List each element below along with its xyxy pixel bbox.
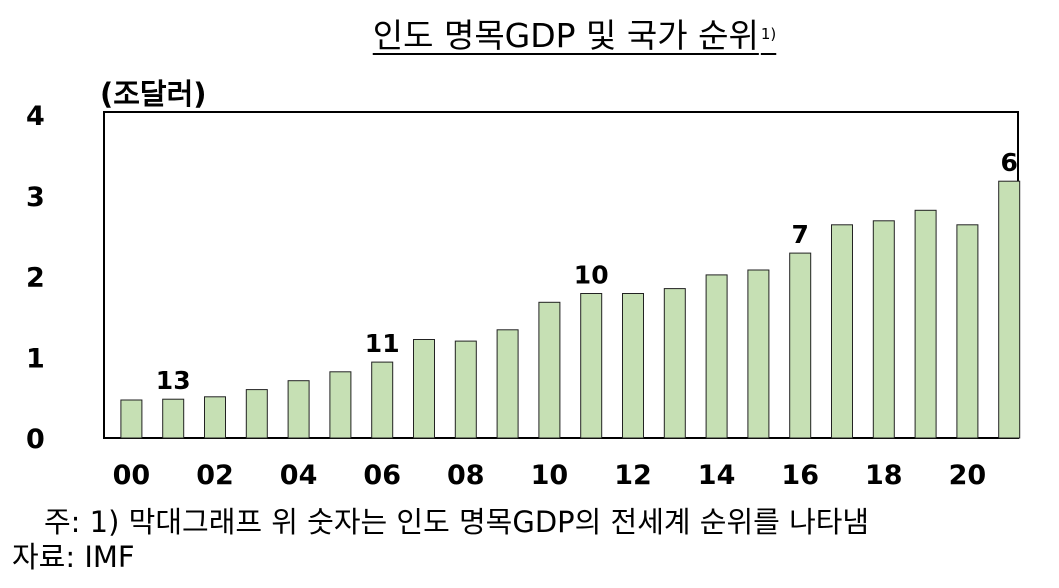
bar xyxy=(371,361,394,439)
bar xyxy=(956,224,979,439)
bar xyxy=(204,396,226,439)
bars-group xyxy=(120,180,1021,439)
bar xyxy=(413,339,435,439)
rank-data-label: 10 xyxy=(574,261,609,290)
labels-group: 00 02 04 06 08 10 12 14 16 18 20 13 11 10 7 6 xyxy=(113,148,1018,491)
bar xyxy=(120,399,143,439)
x-tick-label: 10 xyxy=(531,460,569,491)
bar xyxy=(998,180,1021,439)
bar xyxy=(496,329,519,439)
bar xyxy=(747,269,770,439)
title-footnote-mark: 1) xyxy=(760,25,777,43)
x-tick-label: 16 xyxy=(781,460,819,491)
source-note: 자료: IMF xyxy=(12,540,135,574)
bar xyxy=(789,252,812,439)
y-tick-label: 4 xyxy=(26,101,45,132)
bar xyxy=(329,371,352,439)
chart-title-text: 인도 명목GDP 및 국가 순위 1) xyxy=(373,16,777,56)
bar xyxy=(622,293,644,439)
x-tick-label: 20 xyxy=(949,460,987,491)
y-tick-label: 2 xyxy=(26,263,45,294)
bar xyxy=(162,398,185,439)
x-tick-label: 00 xyxy=(113,460,151,491)
y-tick-label: 0 xyxy=(26,424,45,455)
bar xyxy=(287,380,310,439)
bar xyxy=(454,340,477,439)
x-tick-label: 12 xyxy=(614,460,652,491)
y-tick-label: 1 xyxy=(26,343,45,374)
chart-title: 인도 명목GDP 및 국가 순위 1) xyxy=(0,16,1059,56)
bar xyxy=(872,220,895,439)
bar xyxy=(914,209,937,439)
bar xyxy=(705,274,728,439)
rank-data-label: 13 xyxy=(156,366,191,395)
footnote: 주: 1) 막대그래프 위 숫자는 인도 명목GDP의 전세계 순위를 나타냄 xyxy=(44,505,870,539)
x-tick-label: 04 xyxy=(280,460,318,491)
x-tick-label: 06 xyxy=(363,460,401,491)
bar xyxy=(580,293,603,439)
y-tick-label: 3 xyxy=(26,182,45,213)
y-axis-unit-label: (조달러) xyxy=(100,77,207,111)
rank-data-label: 11 xyxy=(365,329,400,358)
bar xyxy=(663,288,686,439)
x-tick-label: 02 xyxy=(196,460,234,491)
rank-data-label: 6 xyxy=(1000,148,1017,177)
x-tick-label: 18 xyxy=(865,460,903,491)
rank-data-label: 7 xyxy=(791,220,808,249)
bar xyxy=(538,301,561,439)
x-tick-label: 08 xyxy=(447,460,485,491)
chart-title-label: 인도 명목GDP 및 국가 순위 xyxy=(372,16,759,55)
x-tick-label: 14 xyxy=(698,460,736,491)
bar xyxy=(831,224,853,439)
bar xyxy=(245,389,268,439)
